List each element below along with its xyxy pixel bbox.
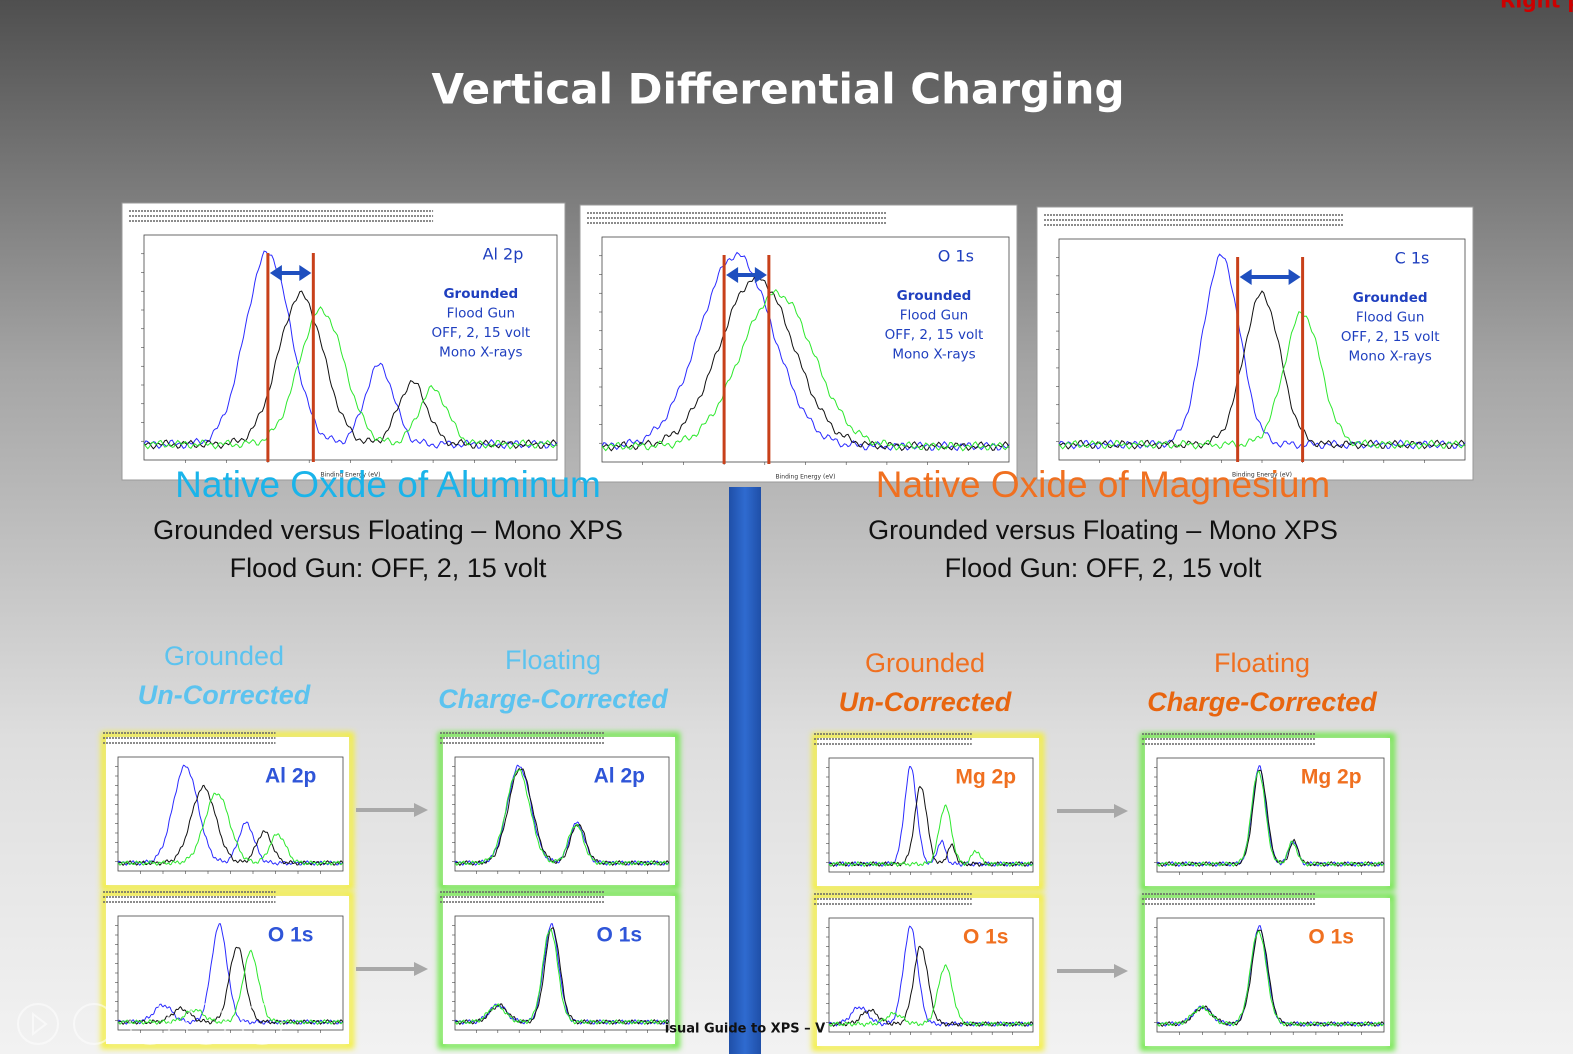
panel-glow	[101, 732, 354, 890]
footer-text: isual Guide to XPS – V	[665, 1022, 825, 1037]
section-line: Flood Gun: OFF, 2, 15 volt	[945, 553, 1262, 583]
small-panel-label: O 1s	[1308, 926, 1354, 949]
spectrum-curve	[1156, 930, 1385, 1028]
small-panel-label: Al 2p	[265, 765, 316, 788]
section-line: Grounded versus Floating – Mono XPS	[868, 515, 1338, 545]
column-subtitle: Charge-Corrected	[438, 684, 668, 714]
panel-note: Mono X-rays	[1349, 349, 1432, 365]
play-icon	[32, 1011, 48, 1037]
panel-label: Al 2p	[483, 245, 524, 264]
panel-glow	[812, 893, 1044, 1051]
panel-label: C 1s	[1395, 249, 1430, 268]
panel-note: Mono X-rays	[892, 347, 975, 363]
grid-button[interactable]	[129, 1003, 171, 1045]
small-panel-label: O 1s	[597, 924, 643, 947]
top-panel	[579, 204, 1018, 483]
panel-glow	[1140, 893, 1395, 1051]
panel-note: Mono X-rays	[439, 345, 522, 361]
spectrum-curve	[117, 949, 344, 1026]
panel-note: Flood Gun	[447, 306, 515, 322]
spectrum-curve	[828, 945, 1034, 1028]
small-panel-label: O 1s	[268, 924, 314, 947]
panel-glow	[101, 891, 354, 1049]
top-panel	[1036, 206, 1474, 481]
section-line: Flood Gun: OFF, 2, 15 volt	[230, 553, 547, 583]
spectrum-curve	[117, 946, 344, 1026]
spectrum-curve	[143, 290, 558, 450]
spectrum-curve	[143, 306, 558, 450]
panel-note: Flood Gun	[900, 308, 968, 324]
spectrum-curve	[454, 927, 670, 1026]
panel-glow	[438, 891, 680, 1049]
small-panel-label: O 1s	[963, 926, 1009, 949]
spectrum-curve	[1058, 311, 1466, 450]
spectrum-curve	[828, 964, 1034, 1028]
axis-label: Binding Energy (eV)	[776, 474, 836, 481]
panel-note: OFF, 2, 15 volt	[885, 327, 984, 343]
spectrum-curve	[454, 928, 670, 1026]
column-title: Grounded	[164, 641, 284, 671]
panel-note: OFF, 2, 15 volt	[1341, 329, 1440, 345]
small-panel-label: Mg 2p	[955, 766, 1016, 789]
section-heading: Native Oxide of Aluminum	[175, 464, 601, 505]
spectrum-curve	[454, 768, 670, 867]
spectrum-curve	[601, 273, 1010, 452]
spectrum-curve	[601, 288, 1010, 452]
column-title: Grounded	[865, 648, 985, 678]
spectrum-curve	[828, 804, 1034, 868]
spectrum-curve	[1156, 771, 1385, 868]
panel-note: Grounded	[897, 288, 972, 304]
flow-arrow-head	[1114, 964, 1128, 978]
small-panel-label: Al 2p	[594, 765, 645, 788]
panel-label: O 1s	[938, 247, 974, 266]
arrow-head	[269, 265, 312, 281]
panel-note: OFF, 2, 15 volt	[431, 325, 530, 341]
top-panel	[121, 202, 566, 481]
play-button[interactable]	[17, 1003, 59, 1045]
panel-glow	[438, 732, 680, 890]
divider-bar	[729, 487, 761, 1054]
flow-arrow-head	[414, 962, 428, 976]
flow-arrow-head	[414, 803, 428, 817]
column-subtitle: Charge-Corrected	[1147, 687, 1377, 717]
section-heading: Native Oxide of Magnesium	[876, 464, 1330, 505]
more-button[interactable]	[241, 1003, 283, 1045]
flow-arrow-head	[1114, 804, 1128, 818]
column-title: Floating	[1214, 648, 1310, 678]
column-title: Floating	[505, 645, 601, 675]
section-line: Grounded versus Floating – Mono XPS	[153, 515, 623, 545]
zoom-button[interactable]	[185, 1003, 227, 1045]
small-panel-label: Mg 2p	[1301, 766, 1362, 789]
small-panel	[443, 896, 675, 1044]
arrow-head	[726, 267, 767, 283]
axis-label: Binding Energy (eV)	[321, 472, 381, 479]
spectrum-curve	[1058, 290, 1466, 450]
slide-title: Vertical Differential Charging	[431, 65, 1124, 114]
spectrum-curve	[117, 792, 344, 867]
panel-glow	[812, 733, 1044, 891]
pen-button[interactable]	[73, 1003, 115, 1045]
panel-note: Grounded	[1353, 290, 1428, 306]
panel-note: Grounded	[443, 286, 518, 302]
panel-note: Flood Gun	[1356, 310, 1424, 326]
corner-note: Right p	[1500, 0, 1573, 13]
panel-glow	[1140, 733, 1395, 891]
axis-label: Binding Energy (eV)	[1232, 472, 1292, 479]
slideshow-controls	[17, 1003, 283, 1045]
column-subtitle: Un-Corrected	[839, 687, 1012, 717]
column-subtitle: Un-Corrected	[138, 680, 311, 710]
